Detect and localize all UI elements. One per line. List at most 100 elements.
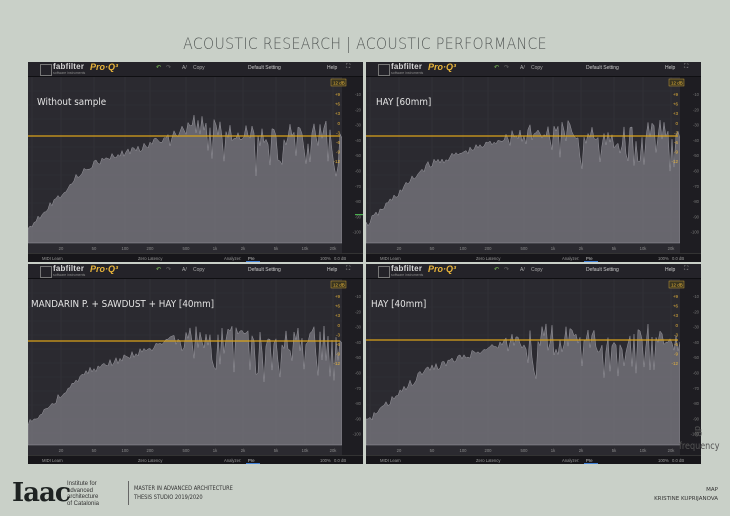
redo-icon[interactable]: ↷ [166, 267, 172, 273]
copy-button[interactable]: Copy [193, 267, 205, 273]
help-button[interactable]: Help [327, 65, 338, 71]
undo-icon[interactable]: ↶ [494, 267, 500, 273]
range-badge[interactable] [330, 78, 347, 87]
range-badge[interactable] [330, 280, 347, 289]
plugin-menu-icon[interactable] [378, 266, 390, 278]
output-gain[interactable]: 0.0 dB [334, 255, 347, 261]
copy-button[interactable]: Copy [531, 267, 543, 273]
freq-tick-label: 500 [521, 448, 529, 453]
author-name: KRISTINE KUPRIJANOVA [654, 496, 718, 502]
db-tick-label: -6 [336, 342, 340, 347]
range-badge[interactable] [668, 280, 685, 289]
redo-icon[interactable]: ↷ [504, 65, 510, 71]
freq-tick-label: 1k [213, 246, 218, 251]
db-tick-label: 0 [675, 121, 678, 126]
help-button[interactable]: Help [665, 267, 676, 273]
db-tick-label: +9 [335, 294, 341, 299]
output-gain[interactable]: 0.0 dB [672, 255, 685, 261]
analyzer-tick-label: -30 [693, 325, 700, 330]
db-tick-label: -9 [674, 352, 678, 357]
fullscreen-icon[interactable]: ⛶ [346, 266, 351, 272]
analyzer-tick-label: -30 [355, 325, 362, 330]
fullscreen-icon[interactable]: ⛶ [684, 64, 689, 70]
preset-selector[interactable]: Default Setting [586, 267, 619, 273]
copy-button[interactable]: Copy [193, 65, 205, 71]
plugin-menu-icon[interactable] [40, 266, 52, 278]
zoom-value[interactable]: 100% [320, 255, 331, 261]
analyzer-mode[interactable]: Pre [586, 457, 593, 463]
range-text: 12 dB [333, 81, 345, 86]
analyzer-tick-label: -90 [693, 214, 700, 219]
zoom-value[interactable]: 100% [658, 457, 669, 463]
analyzer-mode[interactable]: Pre [586, 255, 593, 261]
db-tick-label: -12 [671, 361, 678, 366]
analyzer-mode[interactable]: Pre [248, 457, 255, 463]
freq-tick-label: 5k [612, 448, 617, 453]
redo-icon[interactable]: ↷ [166, 65, 172, 71]
analyzer-mode[interactable]: Pre [248, 255, 255, 261]
analyzer-tick-label: -70 [693, 386, 700, 391]
help-button[interactable]: Help [327, 267, 338, 273]
midi-learn-button[interactable]: MIDI Learn [380, 255, 401, 261]
range-badge[interactable] [668, 78, 685, 87]
freq-tick-label: 5k [274, 246, 279, 251]
undo-icon[interactable]: ↶ [156, 65, 162, 71]
analyzer-tick-label: -50 [693, 355, 700, 360]
analyzer-tick-label: -100 [353, 230, 362, 235]
inst-line: architecture [67, 494, 99, 500]
analyzer-tick-label: -10 [693, 294, 700, 299]
db-tick-label: -9 [336, 352, 340, 357]
preset-selector[interactable]: Default Setting [586, 65, 619, 71]
analyzer-tick-label: -40 [693, 138, 700, 143]
output-gain[interactable]: 0.0 dB [334, 457, 347, 463]
range-text: 12 dB [333, 283, 345, 288]
freq-tick-label: 500 [183, 448, 191, 453]
zoom-value[interactable]: 100% [658, 255, 669, 261]
db-tick-label: -3 [336, 130, 340, 135]
freq-tick-label: 20 [397, 246, 402, 251]
latency-selector[interactable]: Zero Latency [476, 457, 501, 463]
fullscreen-icon[interactable]: ⛶ [684, 266, 689, 272]
output-gain[interactable]: 0.0 dB [672, 457, 685, 463]
ab-button[interactable]: A/ [182, 267, 187, 273]
freq-tick-label: 20k [668, 246, 676, 251]
plugin-menu-icon[interactable] [378, 64, 390, 76]
freq-tick-label: 20k [330, 246, 338, 251]
freq-tick-label: 50 [430, 448, 435, 453]
latency-selector[interactable]: Zero Latency [138, 457, 163, 463]
zoom-value[interactable]: 100% [320, 457, 331, 463]
undo-icon[interactable]: ↶ [156, 267, 162, 273]
db-tick-label: -6 [674, 342, 678, 347]
fullscreen-icon[interactable]: ⛶ [346, 64, 351, 70]
redo-icon[interactable]: ↷ [504, 267, 510, 273]
db-tick-label: 0 [337, 121, 340, 126]
spectrum-display[interactable]: 12 dB +9 +6 +3 0 -3 -6 -9 -12 -10 -20 -30 -40 -50 -60 -… [366, 279, 701, 455]
spectrum-display[interactable]: 12 dB +9 +6 +3 0 -3 -6 -9 -12 -10 -20 -30 -40 -50 -60 -… [28, 77, 363, 253]
undo-icon[interactable]: ↶ [494, 65, 500, 71]
preset-selector[interactable]: Default Setting [248, 267, 281, 273]
ab-button[interactable]: A/ [520, 267, 525, 273]
freq-tick-label: 50 [430, 246, 435, 251]
panel-label: HAY [60mm] [376, 97, 432, 108]
preset-selector[interactable]: Default Setting [248, 65, 281, 71]
analyzer-tick-label: -40 [355, 138, 362, 143]
analyzer-indicator [584, 462, 598, 464]
latency-selector[interactable]: Zero Latency [138, 255, 163, 261]
panel-label: MANDARIN P. + SAWDUST + HAY [40mm] [31, 299, 215, 310]
copy-button[interactable]: Copy [531, 65, 543, 71]
spectrum-display[interactable]: 12 dB +9 +6 +3 0 -3 -6 -9 -12 -10 -20 -30 -40 -50 -60 -… [28, 279, 363, 455]
ab-button[interactable]: A/ [520, 65, 525, 71]
range-text: 12 dB [671, 283, 683, 288]
freq-tick-label: 100 [122, 246, 130, 251]
latency-selector[interactable]: Zero Latency [476, 255, 501, 261]
plugin-menu-icon[interactable] [40, 64, 52, 76]
db-tick-label: -6 [336, 140, 340, 145]
freq-tick-label: 200 [147, 448, 155, 453]
midi-learn-button[interactable]: MIDI Learn [380, 457, 401, 463]
help-button[interactable]: Help [665, 65, 676, 71]
ab-button[interactable]: A/ [182, 65, 187, 71]
spectrum-display[interactable]: 12 dB +9 +6 +3 0 -3 -6 -9 -12 -10 -20 -30 -40 -50 -60 -… [366, 77, 701, 253]
midi-learn-button[interactable]: MIDI Learn [42, 255, 63, 261]
freq-tick-label: 100 [460, 246, 468, 251]
midi-learn-button[interactable]: MIDI Learn [42, 457, 63, 463]
